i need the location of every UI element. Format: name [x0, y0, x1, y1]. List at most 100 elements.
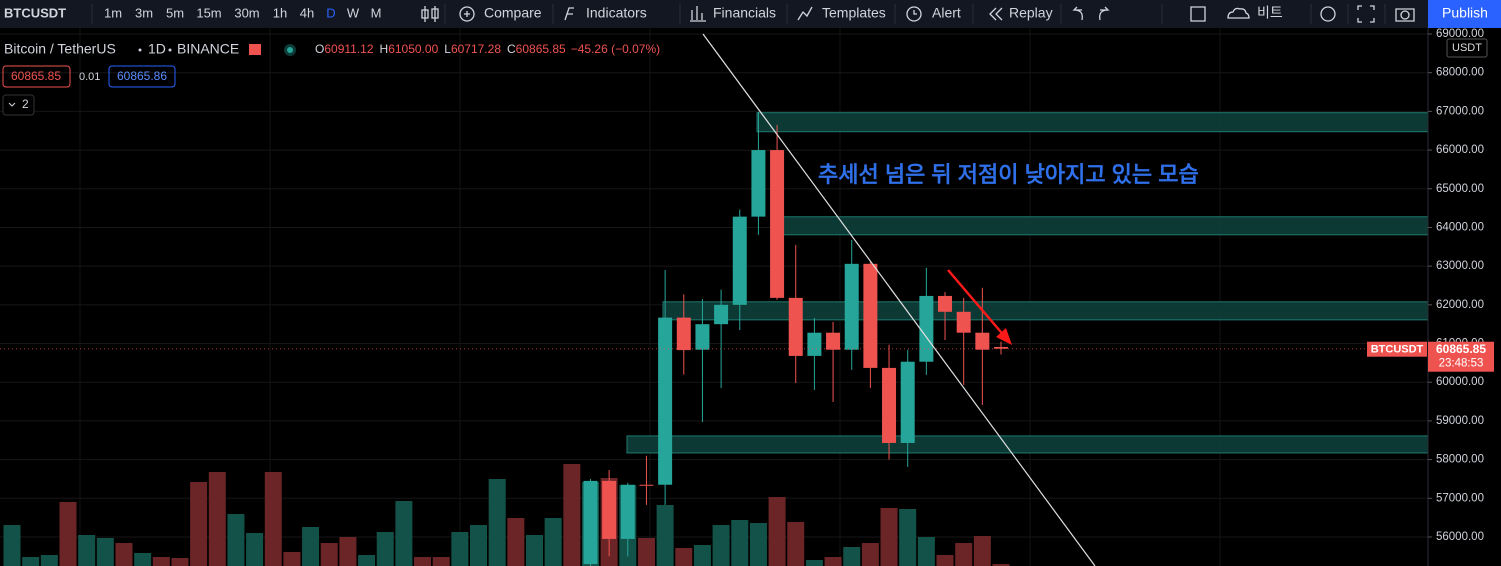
toolbar-icon[interactable]: [906, 6, 922, 22]
y-tick-label: 59000.00: [1436, 415, 1484, 427]
toolbar-icon[interactable]: [1357, 5, 1375, 23]
toolbar-button[interactable]: Replay: [1009, 5, 1053, 21]
candle-body: [882, 367, 897, 443]
volume-bar: [470, 525, 488, 566]
candle-body: [994, 346, 1008, 349]
toolbar-icon[interactable]: [690, 6, 706, 22]
toolbar-icon[interactable]: [1072, 6, 1083, 21]
volume-bar: [414, 557, 432, 566]
volume-bar: [3, 525, 21, 566]
sell-price[interactable]: 60865.85: [11, 69, 61, 83]
buy-box[interactable]: [108, 65, 176, 88]
volume-bar: [134, 553, 152, 566]
indicator-count[interactable]: 2: [22, 97, 29, 111]
volume-bar: [768, 497, 786, 566]
symbol-name: Bitcoin / TetherUS: [4, 41, 116, 57]
candle-body: [658, 317, 673, 485]
symbol-tag: [1367, 341, 1427, 357]
ohlc-label: O: [315, 42, 324, 56]
publish-button[interactable]: [1428, 0, 1501, 28]
toolbar-icon[interactable]: [1099, 6, 1110, 21]
candle-body: [975, 332, 990, 350]
interval[interactable]: W: [347, 5, 360, 20]
toolbar-icon[interactable]: [459, 6, 475, 22]
buy-price[interactable]: 60865.86: [117, 69, 167, 83]
volume-bar: [507, 518, 525, 566]
volume-bar: [712, 525, 730, 566]
toolbar-button[interactable]: Compare: [484, 5, 542, 21]
volume-bar: [843, 547, 861, 566]
indicators-box[interactable]: [2, 94, 35, 116]
y-tick-label: 69000.00: [1436, 28, 1484, 40]
publish-label[interactable]: Publish: [1442, 5, 1488, 21]
chevron: [8, 102, 16, 107]
toolbar-icon[interactable]: [421, 6, 439, 22]
interval[interactable]: 3m: [135, 5, 153, 20]
candle-body: [956, 311, 971, 333]
sell-box[interactable]: [2, 65, 71, 88]
currency-box: [1446, 38, 1488, 58]
toolbar-items: 1m 3m 5m 15m 30m 1h 4h D W M Compare Indicators Fina…: [91, 4, 1415, 24]
price-axis: [1428, 28, 1501, 566]
interval[interactable]: 30m: [234, 5, 259, 20]
y-tick-label: 63000.00: [1436, 260, 1484, 272]
volume-bar: [115, 543, 133, 566]
y-tick-label: 68000.00: [1436, 67, 1484, 79]
change: −45.26 (−0.07%): [571, 42, 660, 56]
y-tick-label: 67000.00: [1436, 105, 1484, 117]
toolbar-icon[interactable]: [989, 7, 1003, 21]
toolbar-icon[interactable]: [1227, 7, 1250, 19]
candle-body: [863, 263, 878, 368]
interval[interactable]: 4h: [300, 5, 314, 20]
interval[interactable]: 1m: [104, 5, 122, 20]
interval[interactable]: D: [326, 5, 335, 20]
volume-bar: [171, 558, 189, 566]
y-tick-label: 66000.00: [1436, 144, 1484, 156]
toolbar-button[interactable]: Templates: [822, 5, 886, 21]
ohlc-value: 60717.28: [451, 42, 501, 56]
y-tick-label: 57000.00: [1436, 492, 1484, 504]
volume-bar: [302, 527, 320, 566]
volume-bar: [563, 464, 581, 566]
volume-bar: [824, 557, 842, 566]
toolbar-button[interactable]: Indicators: [586, 5, 647, 21]
chart-area: [0, 28, 1429, 566]
toolbar-button[interactable]: Financials: [713, 5, 776, 21]
toolbar-button[interactable]: Alert: [932, 5, 961, 21]
dot: [168, 48, 172, 52]
countdown: 23:48:53: [1439, 358, 1484, 370]
volume-bar: [861, 543, 879, 566]
volume-bar: [358, 555, 376, 566]
toolbar-icon[interactable]: [797, 6, 813, 21]
interval[interactable]: 5m: [166, 5, 184, 20]
volume-bar: [488, 479, 506, 566]
zone: [774, 216, 1429, 236]
volume-bar: [917, 537, 935, 566]
toolbar-icon[interactable]: [564, 7, 574, 21]
candle-body: [919, 295, 934, 362]
volume-bar: [656, 505, 674, 566]
candle-body: [732, 216, 747, 305]
layout-name[interactable]: 비트: [1257, 5, 1283, 21]
ohlc-value: 61050.00: [388, 42, 438, 56]
toolbar-icon[interactable]: [1320, 6, 1336, 22]
interval[interactable]: 15m: [196, 5, 221, 20]
flag-icon[interactable]: [249, 44, 261, 55]
candle-body: [900, 361, 915, 443]
candle-body: [714, 304, 729, 325]
symbol[interactable]: BTCUSDT: [4, 5, 66, 20]
y-tick-label: 64000.00: [1436, 221, 1484, 233]
interval[interactable]: M: [371, 5, 382, 20]
volume-bar: [973, 536, 991, 566]
toolbar-icon[interactable]: [1395, 8, 1415, 22]
toolbar-icon[interactable]: [1190, 6, 1206, 22]
spread: 0.01: [79, 71, 100, 83]
interval[interactable]: 1h: [273, 5, 287, 20]
volume-bar: [339, 537, 357, 566]
trend-line: [702, 33, 1096, 566]
currency: USDT: [1452, 42, 1482, 54]
ohlc-label: H: [380, 42, 389, 56]
y-tick-label: 62000.00: [1436, 299, 1484, 311]
volume-bar: [693, 545, 711, 566]
